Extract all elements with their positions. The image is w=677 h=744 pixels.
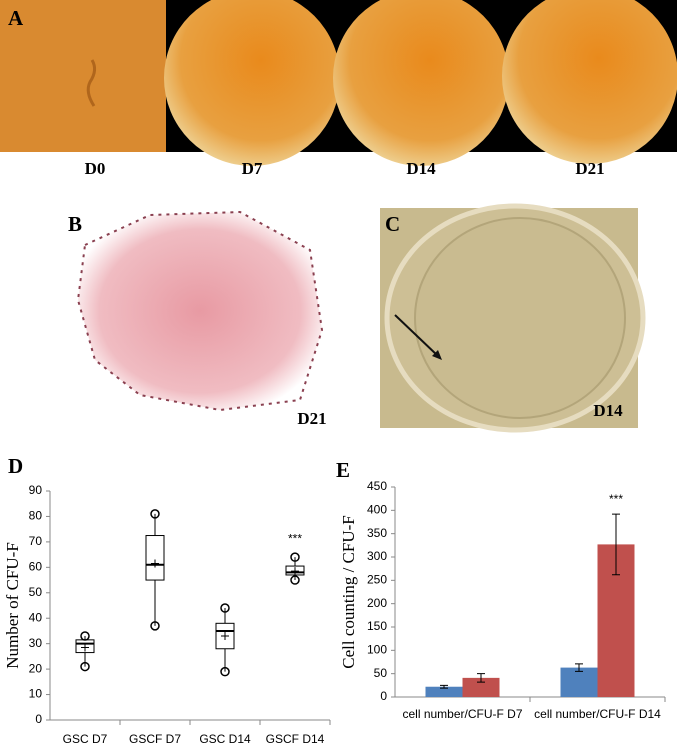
x-tick-label: cell number/CFU-F D14 [534,707,661,721]
mean [81,643,89,652]
mean [221,632,229,641]
outlier [290,552,300,562]
x-tick-label: GSCF D14 [266,732,325,744]
y-tick-label: 100 [367,643,387,657]
y-tick-label: 90 [29,483,43,497]
panel-label: C [385,212,400,236]
y-tick-label: 200 [367,596,387,610]
outlier [150,621,160,631]
bar [462,677,500,697]
y-tick-label: 50 [29,585,43,599]
y-tick-label: 250 [367,573,387,587]
mean [151,559,159,568]
error-bar [612,513,620,576]
photo-b [63,208,330,428]
outlier [290,575,300,585]
y-tick-label: 300 [367,549,387,563]
y-tick-label: 70 [29,534,43,548]
panel-label: E [336,458,350,482]
photo-a [0,0,677,166]
y-tick-label: 60 [29,560,43,574]
y-tick-label: 350 [367,526,387,540]
panel-label: D [8,454,23,478]
significance: *** [288,531,302,545]
error-bar [575,663,583,672]
significance: *** [609,492,623,506]
bar [560,667,598,697]
x-tick-label: GSC D14 [199,732,251,744]
outlier [220,603,230,613]
y-tick-label: 400 [367,503,387,517]
y-tick-label: 30 [29,636,43,650]
outlier [220,666,230,677]
mean [291,567,299,576]
caption: D14 [406,159,436,178]
caption: D0 [85,159,106,178]
y-tick-label: 10 [29,687,43,701]
y-tick-label: 20 [29,661,43,675]
y-tick-label: 0 [380,689,387,703]
caption: D21 [575,159,604,178]
caption: D7 [242,159,263,178]
y-tick-label: 0 [35,712,42,726]
photo-c [380,203,646,433]
outlier [150,509,160,519]
error-bar [440,684,448,689]
outlier [80,631,90,641]
panel-label: B [68,212,82,236]
y-tick-label: 150 [367,619,387,633]
x-tick-label: GSCF D7 [129,732,181,744]
x-tick-label: GSC D7 [63,732,108,744]
y-tick-label: 40 [29,610,43,624]
panel-label: A [8,6,24,30]
x-tick-label: cell number/CFU-F D7 [402,707,523,721]
outlier [80,661,90,672]
caption: D14 [593,401,623,420]
caption: D21 [297,409,326,428]
y-tick-label: 450 [367,479,387,493]
y-tick-label: 50 [374,666,388,680]
bar [425,686,463,697]
y-axis-label: Cell counting / CFU-F [339,515,358,668]
error-bar [477,673,485,683]
box [145,535,165,581]
y-axis-label: Number of CFU-F [3,542,22,669]
y-tick-label: 80 [29,509,43,523]
